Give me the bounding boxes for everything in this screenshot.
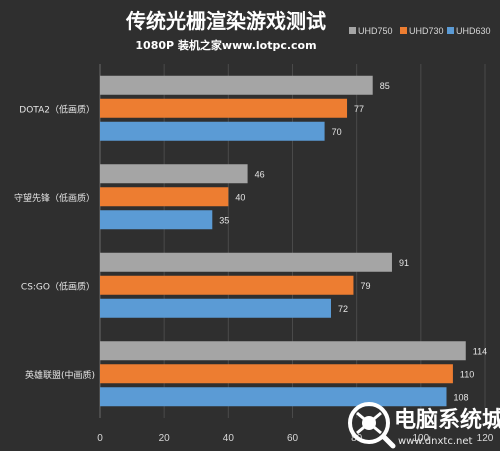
- x-tick-label: 100: [412, 433, 429, 444]
- category-label: 英雄联盟(中画质): [25, 369, 95, 381]
- data-label: 108: [454, 392, 469, 402]
- x-tick-label: 20: [159, 433, 171, 444]
- watermark-text: 电脑系统城: [394, 407, 500, 433]
- data-label: 110: [460, 369, 474, 379]
- bar: [100, 75, 373, 95]
- watermark: 电脑系统城 www.dnxtc.net: [348, 402, 500, 449]
- data-label: 46: [255, 169, 265, 179]
- watermark-url: www.dnxtc.net: [398, 436, 472, 447]
- legend-label: UHD750: [358, 26, 393, 36]
- data-label: 72: [338, 304, 348, 314]
- bars: 85 77 70 46 40 35 91 79 72 114 110 108: [100, 75, 487, 407]
- data-label: 91: [399, 258, 409, 268]
- bar: [100, 387, 447, 407]
- legend-label: UHD630: [456, 26, 491, 36]
- data-label: 79: [360, 281, 370, 291]
- bar: [100, 275, 354, 295]
- legend-swatch: [349, 27, 356, 34]
- data-label: 85: [380, 81, 390, 91]
- data-label: 77: [354, 104, 364, 114]
- data-label: 114: [473, 346, 487, 356]
- data-label: 35: [219, 215, 229, 225]
- category-labels: DOTA2（低画质） 守望先锋（低画质） CS:GO（低画质） 英雄联盟(中画质): [14, 103, 95, 381]
- category-label: CS:GO（低画质）: [21, 280, 95, 292]
- data-label: 40: [235, 192, 245, 202]
- x-tick-label: 40: [223, 433, 235, 444]
- data-label: 70: [332, 127, 342, 137]
- bar: [100, 210, 213, 230]
- bar: [100, 187, 229, 207]
- legend-swatch: [447, 27, 454, 34]
- bar: [100, 341, 466, 361]
- bar: [100, 164, 248, 184]
- bar: [100, 252, 392, 272]
- bar: [100, 98, 348, 118]
- chart-title: 传统光栅渲染游戏测试: [125, 9, 326, 33]
- x-tick-label: 0: [97, 433, 103, 444]
- globe-search-icon: [348, 402, 396, 449]
- x-tick-label: 120: [477, 433, 494, 444]
- category-label: 守望先锋（低画质）: [14, 192, 95, 204]
- chart-subtitle: 1080P 装机之家www.lotpc.com: [135, 38, 316, 52]
- bar: [100, 364, 453, 384]
- legend: UHD750 UHD730 UHD630: [349, 26, 491, 36]
- legend-label: UHD730: [409, 26, 444, 36]
- category-label: DOTA2（低画质）: [19, 103, 95, 115]
- bar: [100, 121, 325, 141]
- bar: [100, 298, 331, 318]
- x-tick-label: 60: [287, 433, 299, 444]
- legend-swatch: [400, 27, 407, 34]
